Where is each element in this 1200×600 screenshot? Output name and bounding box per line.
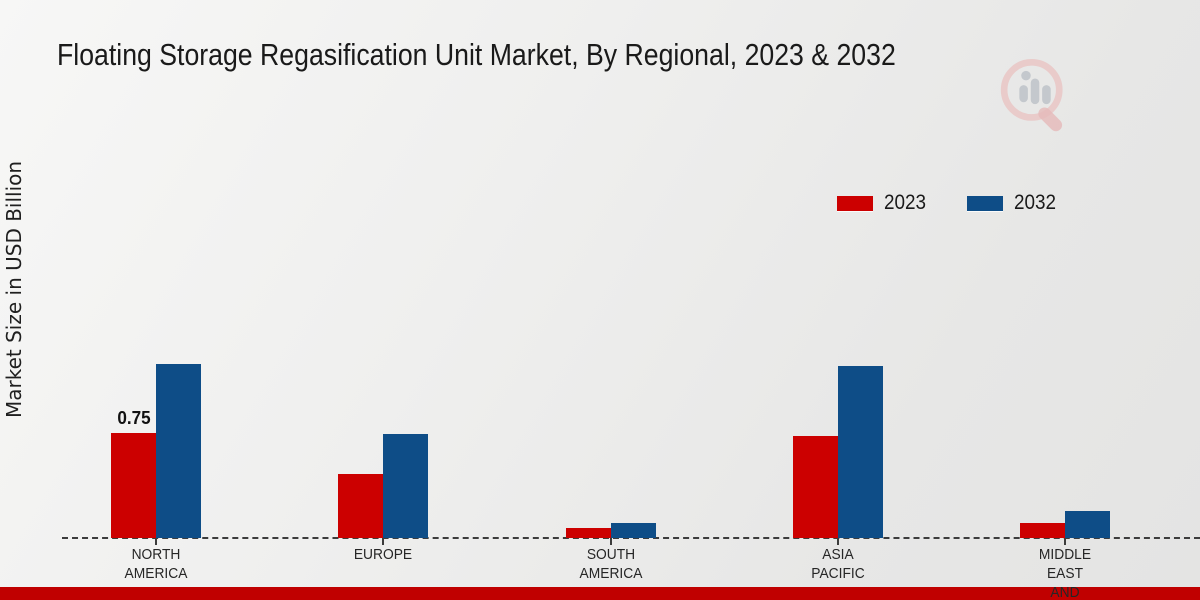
baseline-dashed-line [62, 537, 1200, 539]
bar-2032-south-america [610, 523, 656, 538]
bar-2032-middle-east-and [1065, 511, 1110, 538]
category-label-south-america: SOUTH AMERICA [579, 546, 642, 582]
category-label-middle-east-and: MIDDLE EAST AND [1038, 546, 1092, 600]
bar-value-label: 0.75 [116, 408, 151, 428]
bar-2032-north-america [156, 364, 201, 538]
footer-stripe [0, 587, 1200, 600]
legend: 2023 2032 [837, 191, 1060, 215]
legend-label-2023: 2023 [884, 191, 927, 214]
category-label-asia-pacific: ASIA PACIFIC [811, 546, 865, 582]
legend-swatch-2023 [837, 195, 873, 211]
bar-2023-middle-east-and [1020, 523, 1065, 538]
legend-swatch-2032 [966, 195, 1003, 211]
legend-item-2032: 2032 [966, 191, 1061, 215]
x-axis-tick-asia-pacific [836, 538, 839, 545]
legend-item-2023: 2023 [837, 191, 931, 215]
x-axis-tick-middle-east-and [1064, 538, 1066, 545]
category-label-europe: EUROPE [354, 546, 413, 563]
chart-title: Floating Storage Regasification Unit Mar… [57, 37, 896, 72]
magnifier-bar-chart-logo-icon [1000, 59, 1063, 132]
x-axis-tick-south-america [609, 538, 612, 545]
bar-2023-north-america [111, 433, 156, 538]
category-label-north-america: NORTH AMERICA [124, 546, 188, 582]
bar-2023-europe [338, 474, 384, 538]
bar-2023-asia-pacific [792, 436, 838, 538]
x-axis-tick-north-america [155, 538, 157, 545]
bar-2032-asia-pacific [837, 366, 883, 538]
bar-2023-south-america [565, 528, 611, 538]
x-axis-tick-europe [382, 538, 385, 545]
bar-2032-europe [383, 434, 429, 538]
legend-label-2032: 2032 [1013, 191, 1056, 214]
